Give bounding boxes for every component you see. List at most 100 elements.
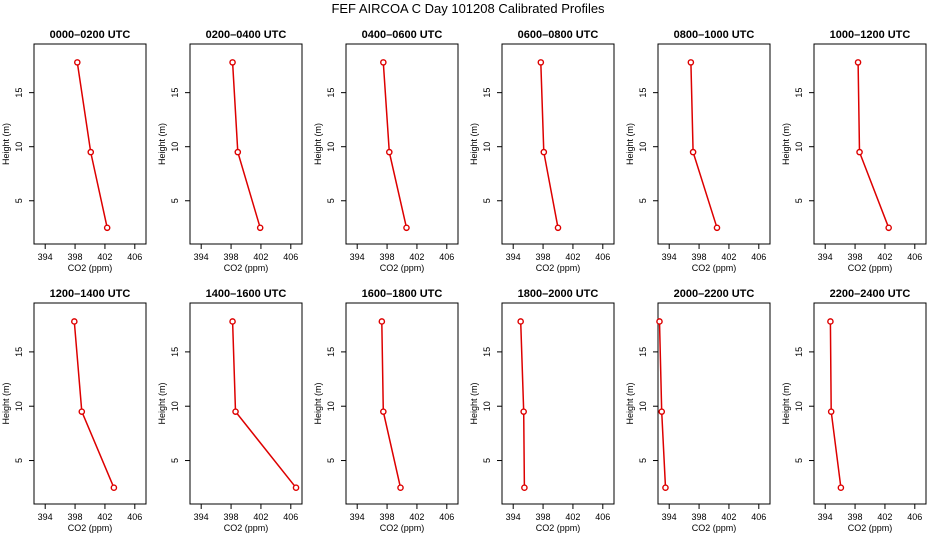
data-point (71, 318, 78, 325)
x-axis-label: CO2 (ppm) (380, 523, 425, 533)
plot-frame (189, 43, 303, 245)
profile-line (829, 321, 842, 488)
profile-line (857, 62, 890, 229)
x-tick-label: 406 (751, 252, 766, 262)
data-point (403, 224, 410, 232)
x-tick-label: 406 (907, 252, 922, 262)
data-point (827, 318, 834, 325)
data-point (232, 408, 239, 415)
plot-frame (813, 302, 927, 505)
data-point (386, 148, 393, 156)
data-point (520, 408, 527, 415)
y-tick-label: 15 (482, 88, 492, 98)
y-axis-label: Height (m) (625, 123, 635, 165)
y-tick-label: 5 (326, 198, 336, 203)
y-axis-label: Height (m) (157, 382, 167, 424)
chart-title: 0400–0600 UTC (362, 29, 443, 41)
x-tick-label: 398 (692, 512, 707, 522)
x-tick-label: 394 (38, 512, 53, 522)
y-axis-label: Height (m) (157, 123, 167, 165)
x-tick-label: 406 (751, 512, 766, 522)
profile-chart: 0000–0200 UTC 394 398 402 406 CO2 (ppm) 5 10 15 H… (1, 29, 147, 273)
y-tick-label: 15 (14, 88, 24, 98)
x-tick-label: 394 (194, 252, 209, 262)
x-tick-label: 394 (662, 252, 677, 262)
data-point (397, 484, 404, 492)
data-point (229, 318, 236, 325)
x-tick-label: 394 (38, 252, 53, 262)
x-axis-label: CO2 (ppm) (380, 263, 425, 273)
y-tick-label: 5 (482, 198, 492, 203)
profile-chart: 2000–2200 UTC 394 398 402 406 CO2 (ppm) 5 10 15 H… (625, 288, 771, 533)
y-axis-label: Height (m) (781, 123, 791, 165)
y-tick-label: 15 (794, 88, 804, 98)
chart-title: 2000–2200 UTC (674, 288, 755, 300)
data-point (256, 224, 264, 232)
data-point (521, 484, 528, 492)
profile-chart: 0800–1000 UTC 394 398 402 406 CO2 (ppm) 5 10 15 H… (625, 29, 771, 273)
y-tick-label: 15 (638, 347, 648, 357)
plot-frame (657, 43, 771, 245)
data-point (380, 408, 387, 415)
x-tick-label: 394 (194, 512, 209, 522)
chart-title: 1200–1400 UTC (50, 288, 131, 300)
x-tick-label: 402 (877, 512, 892, 522)
y-tick-label: 15 (170, 347, 180, 357)
y-tick-label: 5 (794, 458, 804, 463)
data-point (110, 484, 118, 492)
profile-line (519, 321, 526, 488)
x-tick-label: 398 (848, 512, 863, 522)
profile-line (382, 62, 408, 228)
x-tick-label: 398 (380, 512, 395, 522)
profile-line (381, 321, 402, 488)
profile-line (231, 321, 297, 489)
y-tick-label: 5 (14, 458, 24, 463)
x-tick-label: 406 (439, 512, 454, 522)
data-point (380, 59, 387, 66)
x-tick-label: 398 (536, 252, 551, 262)
y-tick-label: 5 (482, 458, 492, 463)
plot-frame (813, 43, 927, 245)
y-tick-label: 5 (794, 198, 804, 203)
plot-frame (33, 43, 147, 245)
x-axis-label: CO2 (ppm) (692, 263, 737, 273)
y-tick-label: 15 (482, 347, 492, 357)
data-point (229, 59, 236, 66)
x-tick-label: 406 (907, 512, 922, 522)
y-tick-label: 15 (14, 347, 24, 357)
page-title: FEF AIRCOA C Day 101208 Calibrated Profi… (331, 1, 605, 16)
profile-chart: 0600–0800 UTC 394 398 402 406 CO2 (ppm) 5 10 15 H… (469, 29, 615, 273)
x-axis-label: CO2 (ppm) (692, 523, 737, 533)
y-axis-label: Height (m) (313, 382, 323, 424)
y-axis-label: Height (m) (1, 382, 11, 424)
x-tick-label: 398 (68, 252, 83, 262)
y-tick-label: 5 (638, 458, 648, 463)
profile-chart: 1200–1400 UTC 394 398 402 406 CO2 (ppm) 5 10 15 H… (1, 288, 147, 533)
y-tick-label: 10 (326, 142, 336, 152)
profile-line (231, 62, 261, 229)
y-tick-label: 10 (794, 401, 804, 411)
profile-chart: 1600–1800 UTC 394 398 402 406 CO2 (ppm) 5 10 15 H… (313, 288, 459, 533)
data-point (87, 148, 95, 156)
profile-line (658, 321, 667, 488)
x-tick-label: 406 (595, 512, 610, 522)
x-axis-label: CO2 (ppm) (224, 523, 269, 533)
x-tick-label: 402 (253, 512, 268, 522)
data-point (378, 318, 386, 325)
data-point (78, 408, 86, 415)
chart-title: 0600–0800 UTC (518, 29, 599, 41)
y-axis-label: Height (m) (625, 382, 635, 424)
x-tick-label: 406 (439, 252, 454, 262)
y-tick-label: 5 (170, 198, 180, 203)
data-point (292, 484, 300, 492)
data-point (537, 59, 545, 66)
x-tick-label: 398 (380, 252, 395, 262)
data-point (656, 318, 663, 325)
data-point (713, 224, 721, 232)
chart-title: 1400–1600 UTC (206, 288, 287, 300)
y-axis-label: Height (m) (781, 382, 791, 424)
y-tick-label: 10 (326, 401, 336, 411)
x-tick-label: 394 (350, 512, 365, 522)
profile-line (690, 62, 718, 229)
